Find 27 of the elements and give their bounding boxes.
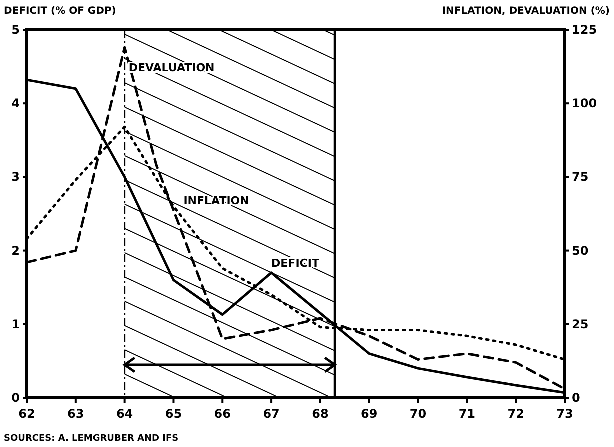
- x-tick-label: 63: [68, 407, 84, 421]
- y-tick-label: 5: [12, 23, 20, 37]
- y-tick-label: 0: [12, 391, 20, 405]
- y2-tick-label: 50: [572, 244, 589, 258]
- x-tick-label: 64: [116, 407, 134, 421]
- y-axis-title: DEFICIT (% OF GDP): [4, 6, 116, 17]
- y-tick-label: 1: [12, 317, 20, 332]
- y-tick-label: 2: [12, 244, 20, 258]
- x-tick-label: 72: [508, 407, 524, 421]
- x-tick-label: 66: [214, 407, 231, 421]
- y2-tick-label: 125: [572, 23, 598, 37]
- x-tick-label: 73: [556, 407, 574, 421]
- y-tick-label: 3: [12, 170, 20, 184]
- y2-axis-title: INFLATION, DEVALUATION (%): [442, 6, 610, 17]
- x-tick-label: 70: [410, 407, 427, 421]
- y2-tick-label: 25: [572, 317, 589, 332]
- x-tick-label: 65: [165, 407, 182, 421]
- source-note: SOURCES: A. LEMGRUBER AND IFS: [4, 434, 179, 444]
- x-tick-label: 67: [263, 407, 280, 421]
- x-tick-label: 71: [458, 407, 476, 421]
- y2-tick-label: 0: [572, 391, 580, 405]
- y-tick-label: 4: [12, 96, 20, 111]
- y2-tick-label: 100: [572, 96, 598, 111]
- x-tick-label: 69: [361, 407, 378, 421]
- x-tick-label: 68: [312, 407, 329, 421]
- y2-tick-label: 75: [572, 170, 589, 184]
- x-tick-label: 62: [18, 407, 36, 421]
